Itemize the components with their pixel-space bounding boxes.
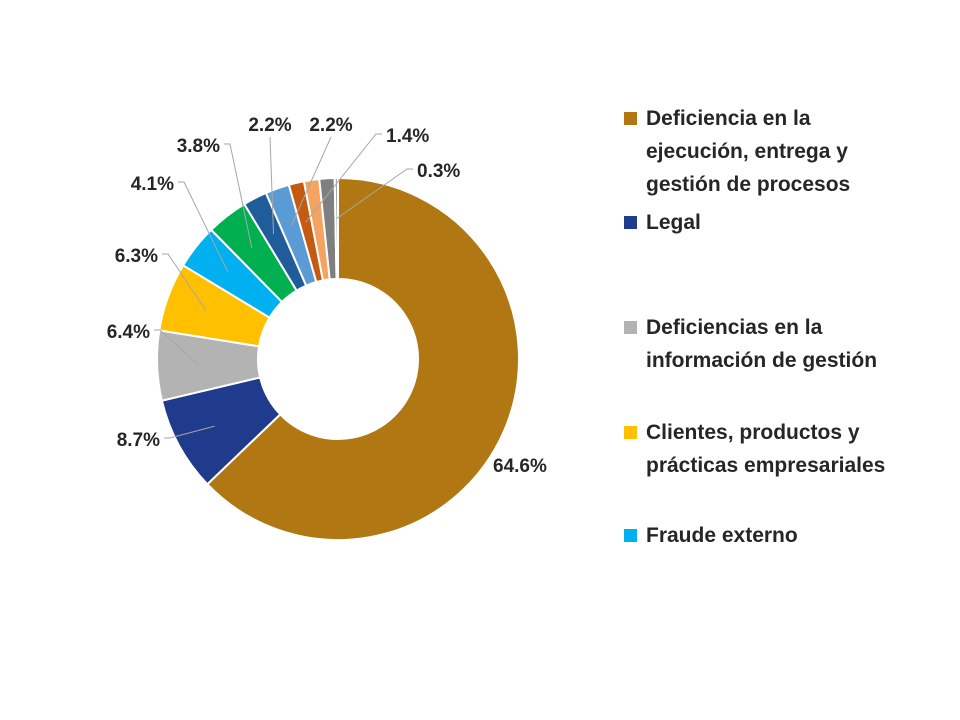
leader-line	[305, 133, 382, 223]
legend-label: Deficiencias en la información de gestió…	[646, 316, 878, 372]
leader-line	[336, 168, 413, 219]
value-label: 6.4%	[107, 322, 150, 343]
value-label: 2.2%	[248, 115, 291, 136]
value-label: 0.3%	[417, 161, 460, 182]
leader-line	[178, 181, 229, 273]
value-label: 2.2%	[309, 115, 352, 136]
legend-swatch-icon	[624, 321, 637, 334]
value-label: 8.7%	[117, 430, 160, 451]
legend-item: Fraude externo	[624, 519, 896, 552]
donut-slices	[156, 176, 520, 541]
legend-label: Legal	[646, 211, 701, 234]
leader-line	[269, 136, 275, 235]
leader-line	[164, 425, 215, 439]
legend-item: Deficiencias en la información de gestió…	[624, 311, 896, 377]
legend-swatch-icon	[624, 529, 637, 542]
leader-lines	[154, 133, 413, 439]
legend-swatch-icon	[624, 216, 637, 229]
leader-line	[162, 253, 207, 311]
donut-slice	[333, 176, 339, 281]
legend-item: Clientes, productos y prácticas empresar…	[624, 416, 896, 482]
value-label: 64.6%	[493, 456, 547, 477]
legend-item: Legal	[624, 206, 896, 239]
legend-item: Deficiencia en la ejecución, entrega y g…	[624, 102, 896, 201]
legend-label: Clientes, productos y prácticas empresar…	[646, 421, 886, 477]
leader-line	[290, 136, 332, 227]
donut-slice	[205, 176, 520, 541]
legend-label: Deficiencia en la ejecución, entrega y g…	[646, 107, 851, 196]
value-label: 1.4%	[386, 126, 429, 147]
value-label: 4.1%	[131, 174, 174, 195]
leader-line	[154, 329, 198, 365]
leader-line	[224, 143, 253, 249]
legend-swatch-icon	[624, 112, 637, 125]
legend-swatch-icon	[624, 426, 637, 439]
value-label: 3.8%	[177, 136, 220, 157]
value-labels: 64.6% 8.7% 6.4% 6.3% 4.1%3.8% 2.2% 2.2% 1.4% 0.3…	[107, 115, 547, 477]
value-label: 6.3%	[115, 246, 158, 267]
legend-label: Fraude externo	[646, 524, 798, 547]
